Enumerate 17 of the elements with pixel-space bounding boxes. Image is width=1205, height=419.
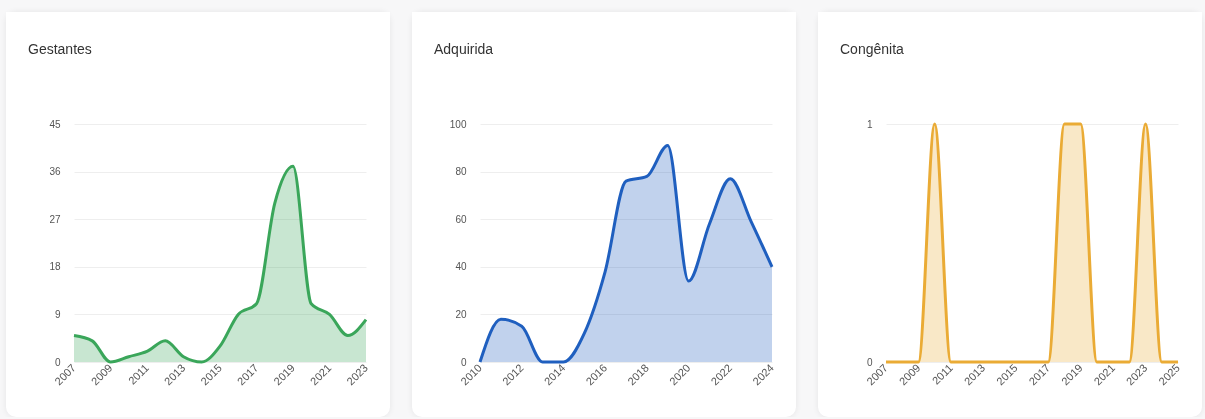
y-tick-label: 27 [49, 213, 61, 225]
y-tick-label: 0 [866, 356, 873, 368]
y-tick-label: 0 [54, 356, 61, 368]
y-tick-label: 9 [54, 308, 61, 320]
y-tick-label: 40 [455, 261, 467, 273]
y-tick-label: 18 [49, 261, 61, 273]
chart-title: Adquirida [434, 41, 494, 57]
y-tick-label: 1 [866, 118, 873, 130]
y-tick-label: 36 [49, 166, 61, 178]
y-tick-label: 45 [49, 118, 61, 130]
y-tick-label: 80 [455, 166, 467, 178]
y-tick-label: 0 [460, 356, 467, 368]
chart-title: Gestantes [28, 41, 92, 57]
y-tick-label: 60 [455, 213, 467, 225]
y-tick-label: 100 [449, 118, 467, 130]
y-tick-label: 20 [455, 308, 467, 320]
chart-title: Congênita [840, 41, 905, 57]
